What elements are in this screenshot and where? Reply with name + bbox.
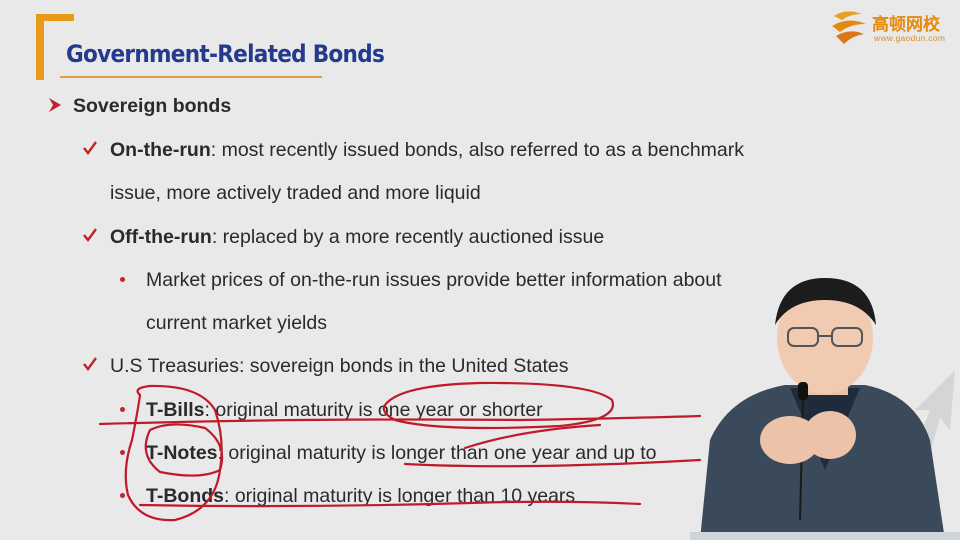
presenter-video [690,278,960,540]
on-the-run-line: On-the-run: most recently issued bonds, … [110,138,744,162]
dot-bullet-icon [120,493,125,498]
arrow-bullet-icon [49,98,61,112]
check-bullet-icon [83,357,97,371]
sovereign-bonds-heading: Sovereign bonds [73,95,232,117]
t-notes-line: T-Notes: original maturity is longer tha… [146,441,657,465]
dot-bullet-icon [120,407,125,412]
slide-title: Government-Related Bonds [66,40,385,68]
market-prices-line2: current market yields [146,312,327,334]
gaodun-logo-icon [832,11,866,44]
t-notes-term: T-Notes [146,442,218,464]
market-prices-line: Market prices of on-the-run issues provi… [146,269,722,291]
off-the-run-term: Off-the-run [110,226,212,248]
t-notes-desc: : original maturity is longer than one y… [217,442,657,464]
check-bullet-icon [83,228,97,242]
title-bracket-top [36,14,74,21]
check-bullet-icon [83,141,97,155]
off-the-run-desc: : replaced by a more recently auctioned … [211,226,605,248]
dot-bullet-icon [120,277,125,282]
title-underline [60,76,322,78]
on-the-run-line2: issue, more actively traded and more liq… [110,182,481,204]
t-bills-term: T-Bills [146,399,205,421]
t-bonds-line: T-Bonds: original maturity is longer tha… [146,484,575,508]
t-bonds-desc: : original maturity is longer than 10 ye… [224,485,576,507]
us-treasuries-line: U.S Treasuries: sovereign bonds in the U… [110,355,569,377]
t-bills-line: T-Bills: original maturity is one year o… [146,398,543,422]
title-bracket [36,14,44,80]
on-the-run-desc: : most recently issued bonds, also refer… [210,139,744,161]
t-bonds-term: T-Bonds [146,485,224,507]
dot-bullet-icon [120,450,125,455]
logo-url: www.gaodun.com [874,33,946,43]
off-the-run-line: Off-the-run: replaced by a more recently… [110,225,604,249]
t-bills-desc: : original maturity is one year or short… [204,399,543,421]
on-the-run-term: On-the-run [110,139,211,161]
logo-name: 高顿网校 [872,15,940,35]
